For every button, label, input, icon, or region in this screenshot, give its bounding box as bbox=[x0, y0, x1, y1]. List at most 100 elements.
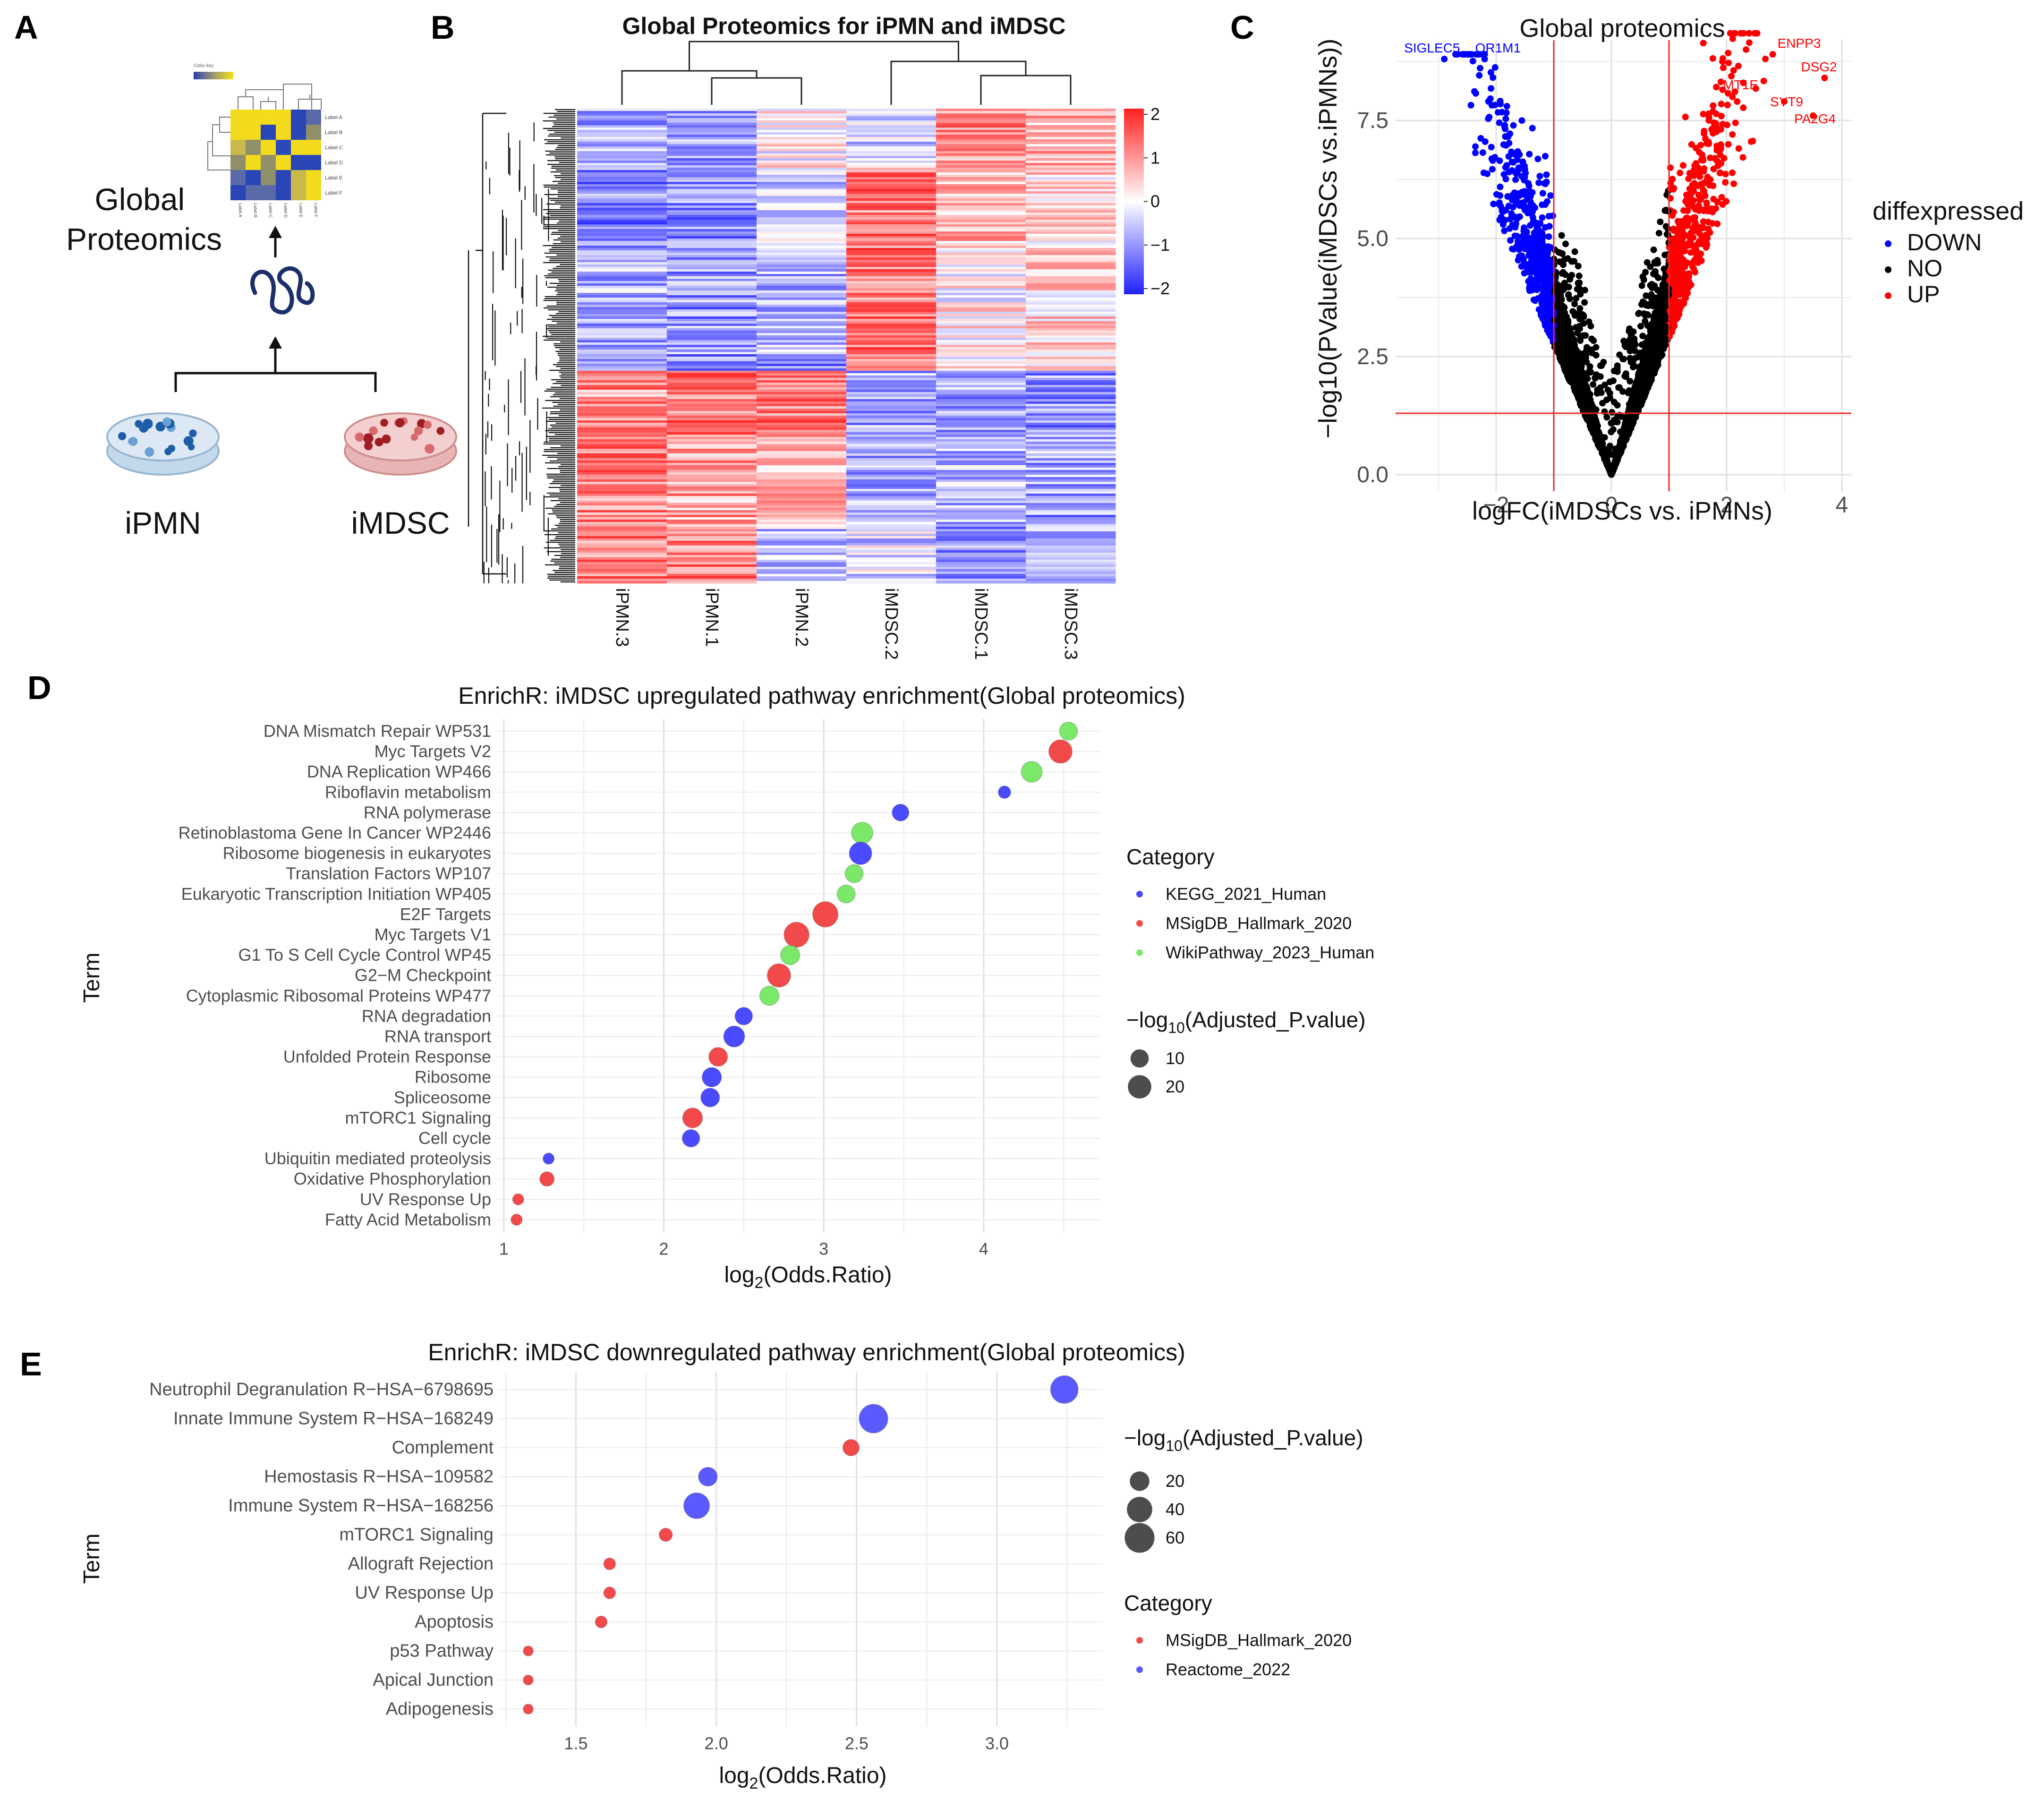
heatmap-cell bbox=[936, 541, 1026, 544]
heatmap-cell bbox=[1026, 361, 1116, 364]
heatmap-cell bbox=[667, 213, 757, 215]
heatmap-cell bbox=[757, 109, 847, 111]
heatmap-cell bbox=[1026, 260, 1116, 263]
heatmap-cell bbox=[667, 309, 757, 312]
heatmap-cell bbox=[757, 418, 847, 421]
volcano-point bbox=[1512, 199, 1519, 206]
global-proteomics-line1: Global bbox=[94, 182, 185, 217]
heatmap-cell bbox=[757, 137, 847, 140]
heatmap-cell bbox=[846, 198, 937, 201]
heatmap-cell bbox=[577, 321, 667, 324]
mini-heatmap-cell bbox=[230, 155, 246, 170]
heatmap-cell bbox=[1026, 463, 1116, 466]
heatmap-cell bbox=[936, 439, 1026, 442]
heatmap-cell bbox=[577, 399, 667, 402]
heatmap-cell bbox=[1026, 144, 1116, 147]
heatmap-cell bbox=[846, 149, 937, 152]
volcano-point bbox=[1725, 141, 1732, 148]
heatmap-cell bbox=[667, 470, 757, 473]
heatmap-cells bbox=[577, 109, 1116, 584]
volcano-point bbox=[1630, 364, 1637, 371]
heatmap-cell bbox=[667, 390, 757, 392]
row-dendrogram-trunk bbox=[468, 112, 506, 575]
heatmap-cell bbox=[846, 416, 937, 418]
heatmap-cell bbox=[1026, 406, 1116, 409]
heatmap-cell bbox=[667, 326, 757, 329]
heatmap-cell bbox=[846, 163, 937, 166]
volcano-point bbox=[1535, 179, 1542, 186]
heatmap-cell bbox=[1026, 560, 1116, 563]
imdsc-cell bbox=[364, 442, 373, 451]
heatmap-cell bbox=[667, 248, 757, 251]
heatmap-cell bbox=[757, 361, 847, 364]
heatmap-cell bbox=[577, 165, 667, 168]
heatmap-cell bbox=[846, 498, 937, 501]
heatmap-cell bbox=[936, 175, 1026, 178]
heatmap-cell bbox=[577, 564, 667, 567]
heatmap-cell bbox=[846, 307, 937, 310]
heatmap-color-scale bbox=[1124, 109, 1144, 294]
heatmap-cell bbox=[846, 201, 937, 204]
heatmap-column-label: iPMN.2 bbox=[792, 588, 811, 647]
heatmap-cell bbox=[1026, 576, 1116, 579]
heatmap-cell bbox=[667, 371, 757, 374]
heatmap-cell bbox=[577, 557, 667, 560]
heatmap-cell bbox=[846, 338, 937, 341]
heatmap-cell bbox=[667, 446, 757, 449]
heatmap-cell bbox=[667, 276, 757, 279]
heatmap-cell bbox=[577, 574, 667, 577]
heatmap-cell bbox=[757, 279, 847, 282]
heatmap-scale-tick-label: −2 bbox=[1150, 279, 1170, 298]
heatmap-cell bbox=[1026, 534, 1116, 537]
volcano-point bbox=[1499, 109, 1506, 116]
bracket-connector bbox=[174, 372, 377, 392]
heatmap-cell bbox=[1026, 352, 1116, 355]
heatmap-cell bbox=[846, 534, 937, 537]
volcano-point bbox=[1701, 188, 1708, 195]
heatmap-cell bbox=[846, 432, 937, 435]
heatmap-cell bbox=[936, 444, 1026, 447]
heatmap-cell bbox=[1026, 161, 1116, 163]
heatmap-cell bbox=[757, 468, 847, 470]
heatmap-cell bbox=[577, 470, 667, 473]
heatmap-cell bbox=[846, 279, 937, 282]
heatmap-cell bbox=[1026, 461, 1116, 463]
heatmap-cell bbox=[667, 567, 757, 570]
mini-heatmap-cell bbox=[261, 110, 276, 125]
heatmap-cell bbox=[757, 368, 847, 371]
heatmap-cell bbox=[757, 576, 847, 579]
heatmap-cell bbox=[667, 397, 757, 400]
heatmap-cell bbox=[757, 560, 847, 563]
heatmap-cell bbox=[667, 560, 757, 563]
heatmap-cell bbox=[936, 300, 1026, 303]
heatmap-cell bbox=[1026, 231, 1116, 234]
protein-icon bbox=[250, 266, 315, 315]
heatmap-cell bbox=[577, 538, 667, 541]
heatmap-cell bbox=[577, 453, 667, 456]
heatmap-cell bbox=[846, 357, 937, 359]
heatmap-cell bbox=[846, 347, 937, 350]
heatmap-cell bbox=[846, 302, 937, 305]
heatmap-cell bbox=[757, 508, 847, 511]
heatmap-cell bbox=[757, 305, 847, 307]
heatmap-cell bbox=[667, 286, 757, 289]
heatmap-cell bbox=[667, 576, 757, 579]
volcano-point bbox=[1620, 356, 1627, 363]
heatmap-cell bbox=[846, 366, 937, 369]
heatmap-cell bbox=[757, 354, 847, 357]
heatmap-cell bbox=[936, 281, 1026, 284]
heatmap-cell bbox=[577, 479, 667, 482]
imdsc-cell bbox=[382, 435, 391, 444]
mini-heatmap-cell bbox=[261, 155, 276, 170]
heatmap-cell bbox=[577, 461, 667, 463]
heatmap-cell bbox=[757, 255, 847, 258]
heatmap-cell bbox=[846, 517, 937, 520]
mini-heatmap-col-label: Label C bbox=[268, 203, 273, 218]
heatmap-cell bbox=[757, 146, 847, 149]
volcano-point bbox=[1720, 64, 1727, 71]
heatmap-cell bbox=[667, 394, 757, 397]
heatmap-cell bbox=[757, 371, 847, 374]
ipmn-cell bbox=[128, 437, 138, 446]
heatmap-cell bbox=[1026, 512, 1116, 515]
